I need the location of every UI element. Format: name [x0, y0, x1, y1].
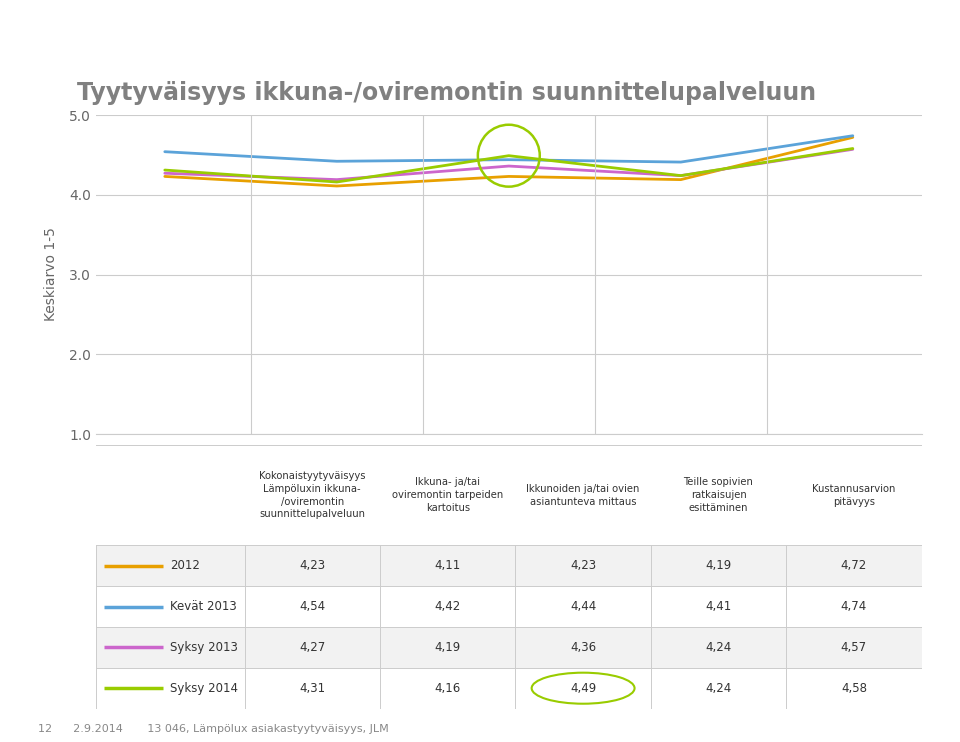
Text: 4,31: 4,31	[300, 682, 325, 695]
Text: taloustutkimus oy: taloustutkimus oy	[23, 19, 193, 37]
Text: 4,16: 4,16	[435, 682, 461, 695]
Text: 4,23: 4,23	[300, 559, 325, 572]
Text: 4,24: 4,24	[706, 682, 732, 695]
Text: Syksy 2013: Syksy 2013	[170, 641, 238, 654]
Text: Kevät 2013: Kevät 2013	[170, 600, 237, 613]
Text: Syksy 2014: Syksy 2014	[170, 682, 238, 695]
Text: 4,27: 4,27	[300, 641, 325, 654]
Text: 2012: 2012	[170, 559, 201, 572]
Text: Kokonaistyytyväisyys
Lämpöluxin ikkuna-
/oviremontin
suunnittelupalveluun: Kokonaistyytyväisyys Lämpöluxin ikkuna- …	[259, 471, 366, 519]
FancyBboxPatch shape	[96, 586, 922, 627]
FancyBboxPatch shape	[96, 545, 922, 586]
FancyBboxPatch shape	[96, 668, 922, 709]
Text: Kustannusarvion
pitävyys: Kustannusarvion pitävyys	[812, 484, 896, 507]
FancyBboxPatch shape	[96, 445, 922, 545]
Y-axis label: Keskiarvo 1-5: Keskiarvo 1-5	[44, 228, 58, 321]
Text: 4,44: 4,44	[570, 600, 596, 613]
Text: 12      2.9.2014       13 046, Lämpölux asiakastyytyväisyys, JLM: 12 2.9.2014 13 046, Lämpölux asiakastyyt…	[38, 723, 389, 734]
Text: 4,19: 4,19	[435, 641, 461, 654]
Text: 4,54: 4,54	[300, 600, 325, 613]
Text: Tyytyväisyys ikkuna-/oviremontin suunnittelupalveluun: Tyytyväisyys ikkuna-/oviremontin suunnit…	[77, 81, 816, 105]
Text: 4,36: 4,36	[570, 641, 596, 654]
Text: 4,42: 4,42	[435, 600, 461, 613]
Text: 4,74: 4,74	[841, 600, 867, 613]
Text: 4,41: 4,41	[706, 600, 732, 613]
Text: 4,11: 4,11	[435, 559, 461, 572]
Text: 4,23: 4,23	[570, 559, 596, 572]
Text: 4,24: 4,24	[706, 641, 732, 654]
Text: 4,58: 4,58	[841, 682, 867, 695]
Text: 4,57: 4,57	[841, 641, 867, 654]
Text: 4,49: 4,49	[570, 682, 596, 695]
Text: Ikkuna- ja/tai
oviremontin tarpeiden
kartoitus: Ikkuna- ja/tai oviremontin tarpeiden kar…	[392, 477, 503, 513]
FancyBboxPatch shape	[96, 627, 922, 668]
Text: 4,19: 4,19	[706, 559, 732, 572]
Text: 4,72: 4,72	[841, 559, 867, 572]
Text: Ikkunoiden ja/tai ovien
asiantunteva mittaus: Ikkunoiden ja/tai ovien asiantunteva mit…	[526, 484, 639, 507]
Text: Teille sopivien
ratkaisujen
esittäminen: Teille sopivien ratkaisujen esittäminen	[684, 477, 754, 513]
